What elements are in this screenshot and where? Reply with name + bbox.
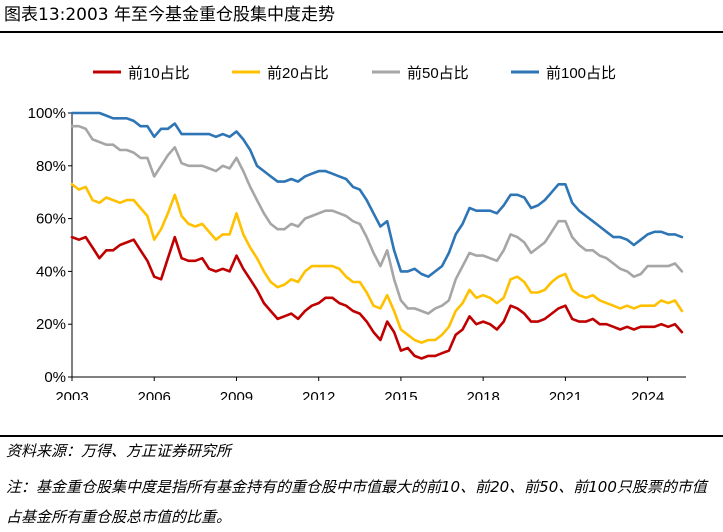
y-tick-label: 80% bbox=[36, 158, 66, 175]
x-tick-label: 2006 bbox=[138, 389, 171, 400]
y-tick-label: 20% bbox=[36, 316, 66, 333]
chart-legend: 前10占比 前20占比 前50占比 前100占比 bbox=[93, 65, 616, 82]
x-tick-label: 2003 bbox=[55, 389, 88, 400]
legend-label-top50: 前50占比 bbox=[407, 65, 469, 82]
x-tick-label: 2009 bbox=[220, 389, 253, 400]
x-tick-label: 2015 bbox=[384, 389, 417, 400]
series-line-top20 bbox=[70, 183, 684, 345]
chart-axes: 0% 20% 40% 60% 80% 100% 2003 2006 2009 2012 2015 20… bbox=[28, 105, 686, 400]
legend-label-top10: 前10占比 bbox=[128, 65, 190, 82]
series-line-top10 bbox=[70, 235, 684, 360]
y-tick-label: 100% bbox=[28, 105, 66, 122]
y-tick-label: 40% bbox=[36, 263, 66, 280]
legend-label-top100: 前100占比 bbox=[546, 65, 616, 82]
y-tick-label: 60% bbox=[36, 211, 66, 228]
line-chart: 前10占比 前20占比 前50占比 前100占比 0% 20% 40% 60% 80% 100%… bbox=[28, 65, 686, 400]
x-tick-label: 2024 bbox=[631, 389, 664, 400]
legend-label-top20: 前20占比 bbox=[267, 65, 329, 82]
figure-title: 图表13:2003 年至今基金重仓股集中度走势 bbox=[4, 5, 336, 25]
footnote: 注：基金重仓股集中度是指所有基金持有的重仓股中市值最大的前10、前20、前50、… bbox=[6, 478, 707, 526]
x-tick-label: 2021 bbox=[549, 389, 582, 400]
top-rule bbox=[0, 31, 723, 33]
x-tick-label: 2012 bbox=[302, 389, 335, 400]
chart-series bbox=[70, 111, 684, 360]
bottom-rule bbox=[0, 435, 723, 437]
x-tick-label: 2018 bbox=[466, 389, 499, 400]
series-line-top100 bbox=[70, 111, 684, 279]
y-tick-label: 0% bbox=[44, 369, 66, 386]
series-line-top50 bbox=[70, 124, 684, 315]
source-note: 资料来源：万得、方正证券研究所 bbox=[6, 442, 232, 460]
